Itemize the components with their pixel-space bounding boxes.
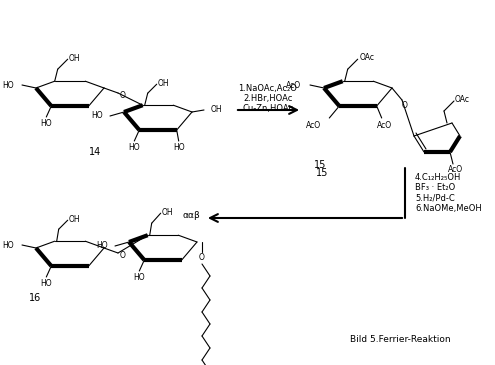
Text: 16: 16 xyxy=(29,293,41,303)
Text: Bild 5.Ferrier-Reaktion: Bild 5.Ferrier-Reaktion xyxy=(349,335,450,345)
Text: AcO: AcO xyxy=(447,165,462,174)
Text: 1.NaOAc,Ac₂O: 1.NaOAc,Ac₂O xyxy=(239,84,297,92)
Text: O: O xyxy=(120,250,126,260)
Text: 4.C₁₂H₂₅OH: 4.C₁₂H₂₅OH xyxy=(415,173,461,182)
Text: AcO: AcO xyxy=(377,120,392,130)
Text: OH: OH xyxy=(69,215,81,224)
Text: 15: 15 xyxy=(316,168,328,178)
Text: OH: OH xyxy=(211,105,223,115)
Text: O: O xyxy=(199,253,205,261)
Text: OAc: OAc xyxy=(454,95,469,104)
Text: OAc: OAc xyxy=(359,53,374,62)
Text: HO: HO xyxy=(97,242,108,250)
Text: OH: OH xyxy=(69,54,81,63)
Text: 6.NaOMe,MeOH: 6.NaOMe,MeOH xyxy=(415,204,482,212)
Text: AcO: AcO xyxy=(306,120,321,130)
Text: O: O xyxy=(402,101,408,111)
Text: O: O xyxy=(120,91,126,100)
Text: 14: 14 xyxy=(89,147,101,157)
Text: AcO: AcO xyxy=(286,81,301,89)
Text: OH: OH xyxy=(158,79,169,88)
Text: 2.HBr,HOAc: 2.HBr,HOAc xyxy=(244,93,293,103)
Text: 15: 15 xyxy=(314,160,326,170)
Text: HO: HO xyxy=(129,142,140,151)
Text: HO: HO xyxy=(134,273,145,281)
Text: HO: HO xyxy=(41,278,52,288)
Text: BF₃ · Et₂O: BF₃ · Et₂O xyxy=(415,184,455,192)
Text: Cu-Zn,HOAc: Cu-Zn,HOAc xyxy=(243,104,294,112)
Text: HO: HO xyxy=(2,241,14,250)
Text: OH: OH xyxy=(162,208,174,217)
Text: ααβ: ααβ xyxy=(182,211,200,220)
Text: HO: HO xyxy=(41,119,52,127)
Text: HO: HO xyxy=(92,111,103,120)
Text: 5.H₂/Pd-C: 5.H₂/Pd-C xyxy=(415,193,455,203)
Text: HO: HO xyxy=(173,143,185,153)
Text: HO: HO xyxy=(2,81,14,89)
